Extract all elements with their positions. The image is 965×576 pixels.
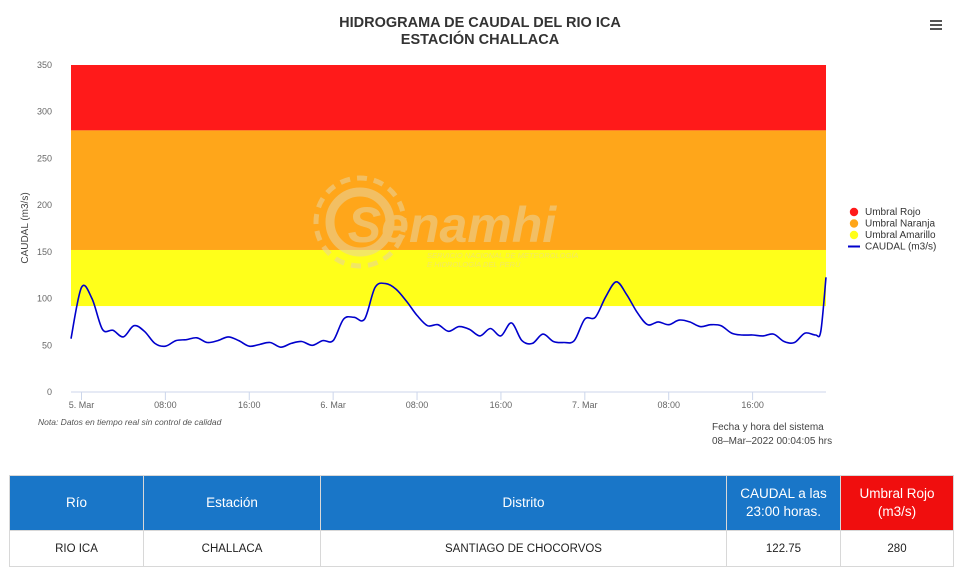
legend-marker-umbral-naranja xyxy=(849,219,859,228)
x-tick-label: 7. Mar xyxy=(572,400,598,410)
y-tick-label: 150 xyxy=(37,247,52,257)
series-line-caudal xyxy=(70,277,827,348)
y-axis: 0 50 100 150 200 250 300 350 xyxy=(37,60,52,397)
senamhi-watermark: Senamhi SERVICIO NACIONAL DE METEOROLOGÍ… xyxy=(313,175,578,269)
cell-umbral-rojo: 280 xyxy=(840,530,954,567)
y-tick-label: 50 xyxy=(42,340,52,350)
legend-label-umbral-naranja: Umbral Naranja xyxy=(865,219,935,230)
threshold-bands xyxy=(71,65,826,307)
legend-label-umbral-amarillo: Umbral Amarillo xyxy=(865,230,936,241)
y-tick-label: 300 xyxy=(37,107,52,117)
band-umbral-amarillo xyxy=(71,249,826,307)
system-time-value: 08–Mar–2022 00:04:05 hrs xyxy=(712,436,832,447)
x-axis: 5. Mar 08:00 16:00 6. Mar 08:00 16:00 7. Mar 08… xyxy=(69,392,764,410)
legend-label-umbral-rojo: Umbral Rojo xyxy=(865,207,921,218)
x-tick-label: 08:00 xyxy=(406,400,429,410)
sun-logo-icon xyxy=(313,175,407,269)
system-time-label: Fecha y hora del sistema xyxy=(712,422,824,433)
x-tick-label: 16:00 xyxy=(238,400,261,410)
x-tick-label: 08:00 xyxy=(154,400,177,410)
watermark-line2: E HIDROLOGÍA DEL PERÚ xyxy=(427,260,521,269)
hydrograph-chart: HIDROGRAMA DE CAUDAL DEL RIO ICA ESTACIÓ… xyxy=(20,15,947,447)
header-distrito: Distrito xyxy=(320,475,727,531)
x-tick-label: 16:00 xyxy=(490,400,513,410)
cell-rio: RIO ICA xyxy=(9,530,144,567)
x-tick-label: 08:00 xyxy=(657,400,680,410)
legend-label-caudal-m3-s: CAUDAL (m3/s) xyxy=(865,242,936,253)
watermark-line1: SERVICIO NACIONAL DE METEOROLOGÍA xyxy=(427,251,578,260)
x-tick-label: 6. Mar xyxy=(320,400,346,410)
cell-distrito: SANTIAGO DE CHOCORVOS xyxy=(320,530,727,567)
hamburger-menu-icon[interactable] xyxy=(925,15,947,35)
band-umbral-rojo xyxy=(71,65,826,131)
legend-marker-umbral-rojo xyxy=(849,207,859,217)
cell-caudal: 122.75 xyxy=(726,530,841,567)
y-tick-label: 0 xyxy=(47,387,52,397)
x-tick-label: 16:00 xyxy=(741,400,764,410)
table-row: RIO ICA CHALLACA SANTIAGO DE CHOCORVOS 1… xyxy=(9,530,954,567)
y-tick-label: 250 xyxy=(37,153,52,163)
y-axis-label: CAUDAL (m3/s) xyxy=(20,192,31,263)
header-umbral-rojo: Umbral Rojo (m3/s) xyxy=(840,475,954,531)
band-umbral-naranja xyxy=(71,130,826,250)
y-tick-label: 200 xyxy=(37,200,52,210)
station-table: Río Estación Distrito CAUDAL a las 23:00… xyxy=(9,475,954,567)
series-caudal xyxy=(70,277,827,348)
y-tick-label: 100 xyxy=(37,294,52,304)
legend-marker-umbral-amarillo xyxy=(849,230,859,240)
x-tick-label: 5. Mar xyxy=(69,400,95,410)
chart-subtitle: ESTACIÓN CHALLACA xyxy=(401,30,560,48)
cell-estacion: CHALLACA xyxy=(143,530,321,567)
y-tick-label: 350 xyxy=(37,60,52,70)
header-rio: Río xyxy=(9,475,144,531)
header-estacion: Estación xyxy=(143,475,321,531)
chart-title: HIDROGRAMA DE CAUDAL DEL RIO ICA xyxy=(339,15,621,31)
table-header-row: Río Estación Distrito CAUDAL a las 23:00… xyxy=(9,475,954,531)
watermark-logo-text: Senamhi xyxy=(348,197,558,253)
header-caudal: CAUDAL a las 23:00 horas. xyxy=(726,475,841,531)
quality-note: Nota: Datos en tiempo real sin control d… xyxy=(38,417,222,427)
